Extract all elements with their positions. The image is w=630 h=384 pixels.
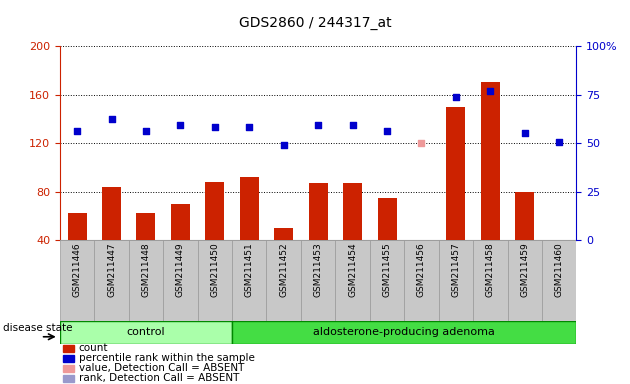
FancyBboxPatch shape (370, 240, 404, 321)
Text: GSM211455: GSM211455 (382, 242, 391, 297)
Point (72, 128, 82, 134)
FancyBboxPatch shape (198, 240, 232, 321)
Text: GSM211458: GSM211458 (486, 242, 495, 297)
FancyBboxPatch shape (60, 321, 232, 344)
Bar (343, 183, 362, 240)
Text: aldosterone-producing adenoma: aldosterone-producing adenoma (313, 327, 495, 337)
FancyBboxPatch shape (232, 321, 576, 344)
Point (554, 139, 564, 145)
Text: rank, Detection Call = ABSENT: rank, Detection Call = ABSENT (79, 373, 239, 383)
Text: GSM211460: GSM211460 (555, 242, 564, 297)
Point (244, 124, 255, 130)
FancyBboxPatch shape (542, 240, 576, 321)
Point (382, 128, 392, 134)
Point (451, 94, 461, 100)
FancyBboxPatch shape (335, 240, 370, 321)
Text: GSM211446: GSM211446 (72, 242, 81, 297)
Text: GSM211456: GSM211456 (417, 242, 426, 297)
FancyBboxPatch shape (508, 240, 542, 321)
Point (313, 122, 323, 128)
FancyBboxPatch shape (301, 240, 335, 321)
Text: percentile rank within the sample: percentile rank within the sample (79, 353, 255, 363)
Bar (102, 187, 121, 240)
Bar (137, 214, 156, 240)
Bar (550, 240, 569, 242)
Text: GSM211451: GSM211451 (245, 242, 254, 297)
Bar (447, 107, 466, 240)
FancyBboxPatch shape (94, 240, 129, 321)
Bar (240, 177, 259, 240)
Text: value, Detection Call = ABSENT: value, Detection Call = ABSENT (79, 363, 244, 373)
Text: GSM211459: GSM211459 (520, 242, 529, 297)
Point (106, 116, 117, 122)
FancyBboxPatch shape (438, 240, 473, 321)
FancyBboxPatch shape (60, 240, 94, 321)
Bar (309, 183, 328, 240)
FancyBboxPatch shape (129, 240, 163, 321)
Point (416, 140, 427, 146)
FancyBboxPatch shape (266, 240, 301, 321)
Text: GSM211454: GSM211454 (348, 242, 357, 297)
Point (520, 130, 530, 136)
Text: GSM211448: GSM211448 (142, 242, 151, 297)
Text: GSM211452: GSM211452 (279, 242, 288, 297)
Point (210, 124, 220, 130)
Text: GSM211450: GSM211450 (210, 242, 219, 297)
Point (348, 122, 358, 128)
Bar (205, 182, 224, 240)
Text: count: count (79, 343, 108, 353)
Bar (412, 240, 431, 243)
FancyBboxPatch shape (163, 240, 198, 321)
Bar (274, 228, 293, 240)
Bar (67, 214, 86, 240)
FancyBboxPatch shape (404, 240, 438, 321)
Point (485, 88, 495, 94)
Bar (171, 204, 190, 240)
Bar (515, 192, 534, 240)
Bar (377, 198, 396, 240)
Bar (481, 83, 500, 240)
Text: GDS2860 / 244317_at: GDS2860 / 244317_at (239, 16, 391, 30)
Text: GSM211453: GSM211453 (314, 242, 323, 297)
Text: disease state: disease state (3, 323, 72, 333)
Text: GSM211457: GSM211457 (452, 242, 461, 297)
Text: GSM211447: GSM211447 (107, 242, 116, 297)
Point (175, 122, 185, 128)
Point (141, 128, 151, 134)
FancyBboxPatch shape (232, 240, 266, 321)
Text: control: control (127, 327, 165, 337)
Point (278, 142, 289, 149)
FancyBboxPatch shape (473, 240, 508, 321)
Text: GSM211449: GSM211449 (176, 242, 185, 297)
